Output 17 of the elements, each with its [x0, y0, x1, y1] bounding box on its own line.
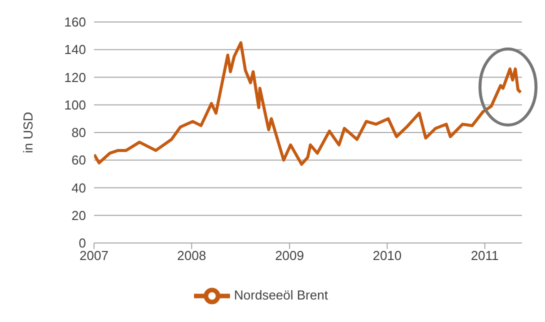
y-tick-label: 80: [72, 125, 86, 140]
y-tick-label: 20: [72, 208, 86, 223]
y-tick-label: 140: [64, 42, 86, 58]
x-tick-label: 2011: [470, 248, 499, 264]
y-tick-label: 100: [64, 97, 86, 112]
y-axis-title: in USD: [20, 112, 36, 154]
x-tick-label: 2007: [80, 248, 108, 264]
line-series: [94, 41, 522, 166]
y-tick-label: 160: [64, 14, 86, 30]
legend-label: Nordseeöl Brent: [234, 287, 328, 302]
x-tick-label: 2008: [177, 248, 206, 264]
y-tick-label: 60: [72, 152, 86, 168]
x-tick-label: 2010: [372, 248, 402, 264]
y-tick-label: 40: [72, 180, 86, 196]
y-tick-label: 0: [78, 236, 86, 251]
y-tick-label: 120: [64, 70, 86, 85]
x-tick-label: 2009: [275, 248, 304, 264]
